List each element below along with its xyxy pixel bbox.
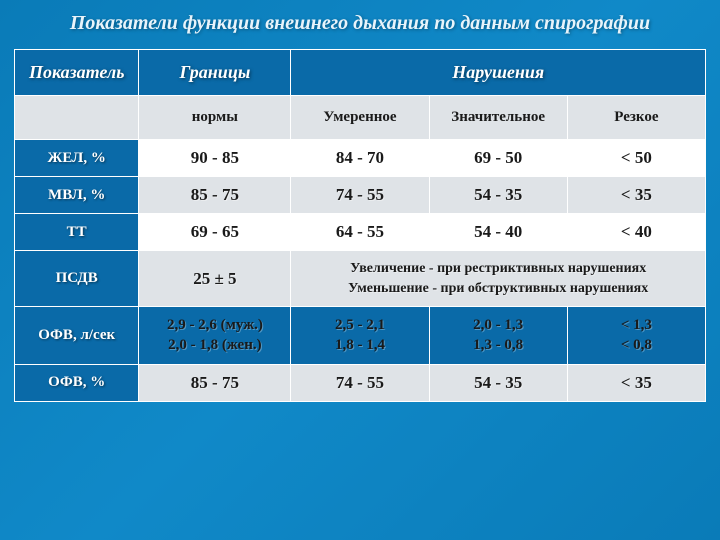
header-row: Показатель Границы Нарушения xyxy=(15,50,706,96)
ofvp-sev: < 35 xyxy=(567,364,705,401)
row-zhel: ЖЕЛ, % 90 - 85 84 - 70 69 - 50 < 50 xyxy=(15,140,706,177)
zhel-norm: 90 - 85 xyxy=(139,140,291,177)
tt-mod: 54 - 40 xyxy=(429,214,567,251)
page-title: Показатели функции внешнего дыхания по д… xyxy=(14,12,706,35)
sub-mod: Значительное xyxy=(429,96,567,140)
mvl-mild: 74 - 55 xyxy=(291,177,429,214)
label-psdv: ПСДВ xyxy=(15,251,139,307)
ofvp-norm: 85 - 75 xyxy=(139,364,291,401)
tt-sev: < 40 xyxy=(567,214,705,251)
ofvls-mild: 2,5 - 2,1 1,8 - 1,4 xyxy=(291,307,429,365)
row-psdv: ПСДВ 25 ± 5 Увеличение - при рестриктивн… xyxy=(15,251,706,307)
psdv-norm: 25 ± 5 xyxy=(139,251,291,307)
label-ofv-p: ОФВ, % xyxy=(15,364,139,401)
tt-mild: 64 - 55 xyxy=(291,214,429,251)
ofvls-mod: 2,0 - 1,3 1,3 - 0,8 xyxy=(429,307,567,365)
mvl-mod: 54 - 35 xyxy=(429,177,567,214)
col-violations: Нарушения xyxy=(291,50,706,96)
ofvls-mild1: 2,5 - 2,1 xyxy=(295,315,424,335)
ofvls-norm1: 2,9 - 2,6 (муж.) xyxy=(143,315,286,335)
mvl-norm: 85 - 75 xyxy=(139,177,291,214)
zhel-sev: < 50 xyxy=(567,140,705,177)
sub-norm: нормы xyxy=(139,96,291,140)
ofvls-norm: 2,9 - 2,6 (муж.) 2,0 - 1,8 (жен.) xyxy=(139,307,291,365)
subheader-row: нормы Умеренное Значительное Резкое xyxy=(15,96,706,140)
ofvp-mild: 74 - 55 xyxy=(291,364,429,401)
row-ofv-ls: ОФВ, л/сек 2,9 - 2,6 (муж.) 2,0 - 1,8 (ж… xyxy=(15,307,706,365)
ofvls-sev1: < 1,3 xyxy=(572,315,701,335)
psdv-note: Увеличение - при рестриктивных нарушения… xyxy=(291,251,706,307)
spirography-table: Показатель Границы Нарушения нормы Умере… xyxy=(14,49,706,402)
tt-norm: 69 - 65 xyxy=(139,214,291,251)
ofvls-mild2: 1,8 - 1,4 xyxy=(295,335,424,355)
zhel-mild: 84 - 70 xyxy=(291,140,429,177)
label-zhel: ЖЕЛ, % xyxy=(15,140,139,177)
psdv-note2: Уменьшение - при обструктивных нарушения… xyxy=(295,279,701,299)
label-mvl: МВЛ, % xyxy=(15,177,139,214)
label-ofv-ls: ОФВ, л/сек xyxy=(15,307,139,365)
sub-sev: Резкое xyxy=(567,96,705,140)
row-mvl: МВЛ, % 85 - 75 74 - 55 54 - 35 < 35 xyxy=(15,177,706,214)
ofvls-mod2: 1,3 - 0,8 xyxy=(434,335,563,355)
ofvls-sev: < 1,3 < 0,8 xyxy=(567,307,705,365)
ofvp-mod: 54 - 35 xyxy=(429,364,567,401)
empty-sub xyxy=(15,96,139,140)
col-indicator: Показатель xyxy=(15,50,139,96)
ofvls-sev2: < 0,8 xyxy=(572,335,701,355)
col-bounds: Границы xyxy=(139,50,291,96)
ofvls-norm2: 2,0 - 1,8 (жен.) xyxy=(143,335,286,355)
zhel-mod: 69 - 50 xyxy=(429,140,567,177)
label-tt: ТТ xyxy=(15,214,139,251)
mvl-sev: < 35 xyxy=(567,177,705,214)
sub-mild: Умеренное xyxy=(291,96,429,140)
psdv-note1: Увеличение - при рестриктивных нарушения… xyxy=(295,259,701,279)
ofvls-mod1: 2,0 - 1,3 xyxy=(434,315,563,335)
row-tt: ТТ 69 - 65 64 - 55 54 - 40 < 40 xyxy=(15,214,706,251)
row-ofv-p: ОФВ, % 85 - 75 74 - 55 54 - 35 < 35 xyxy=(15,364,706,401)
